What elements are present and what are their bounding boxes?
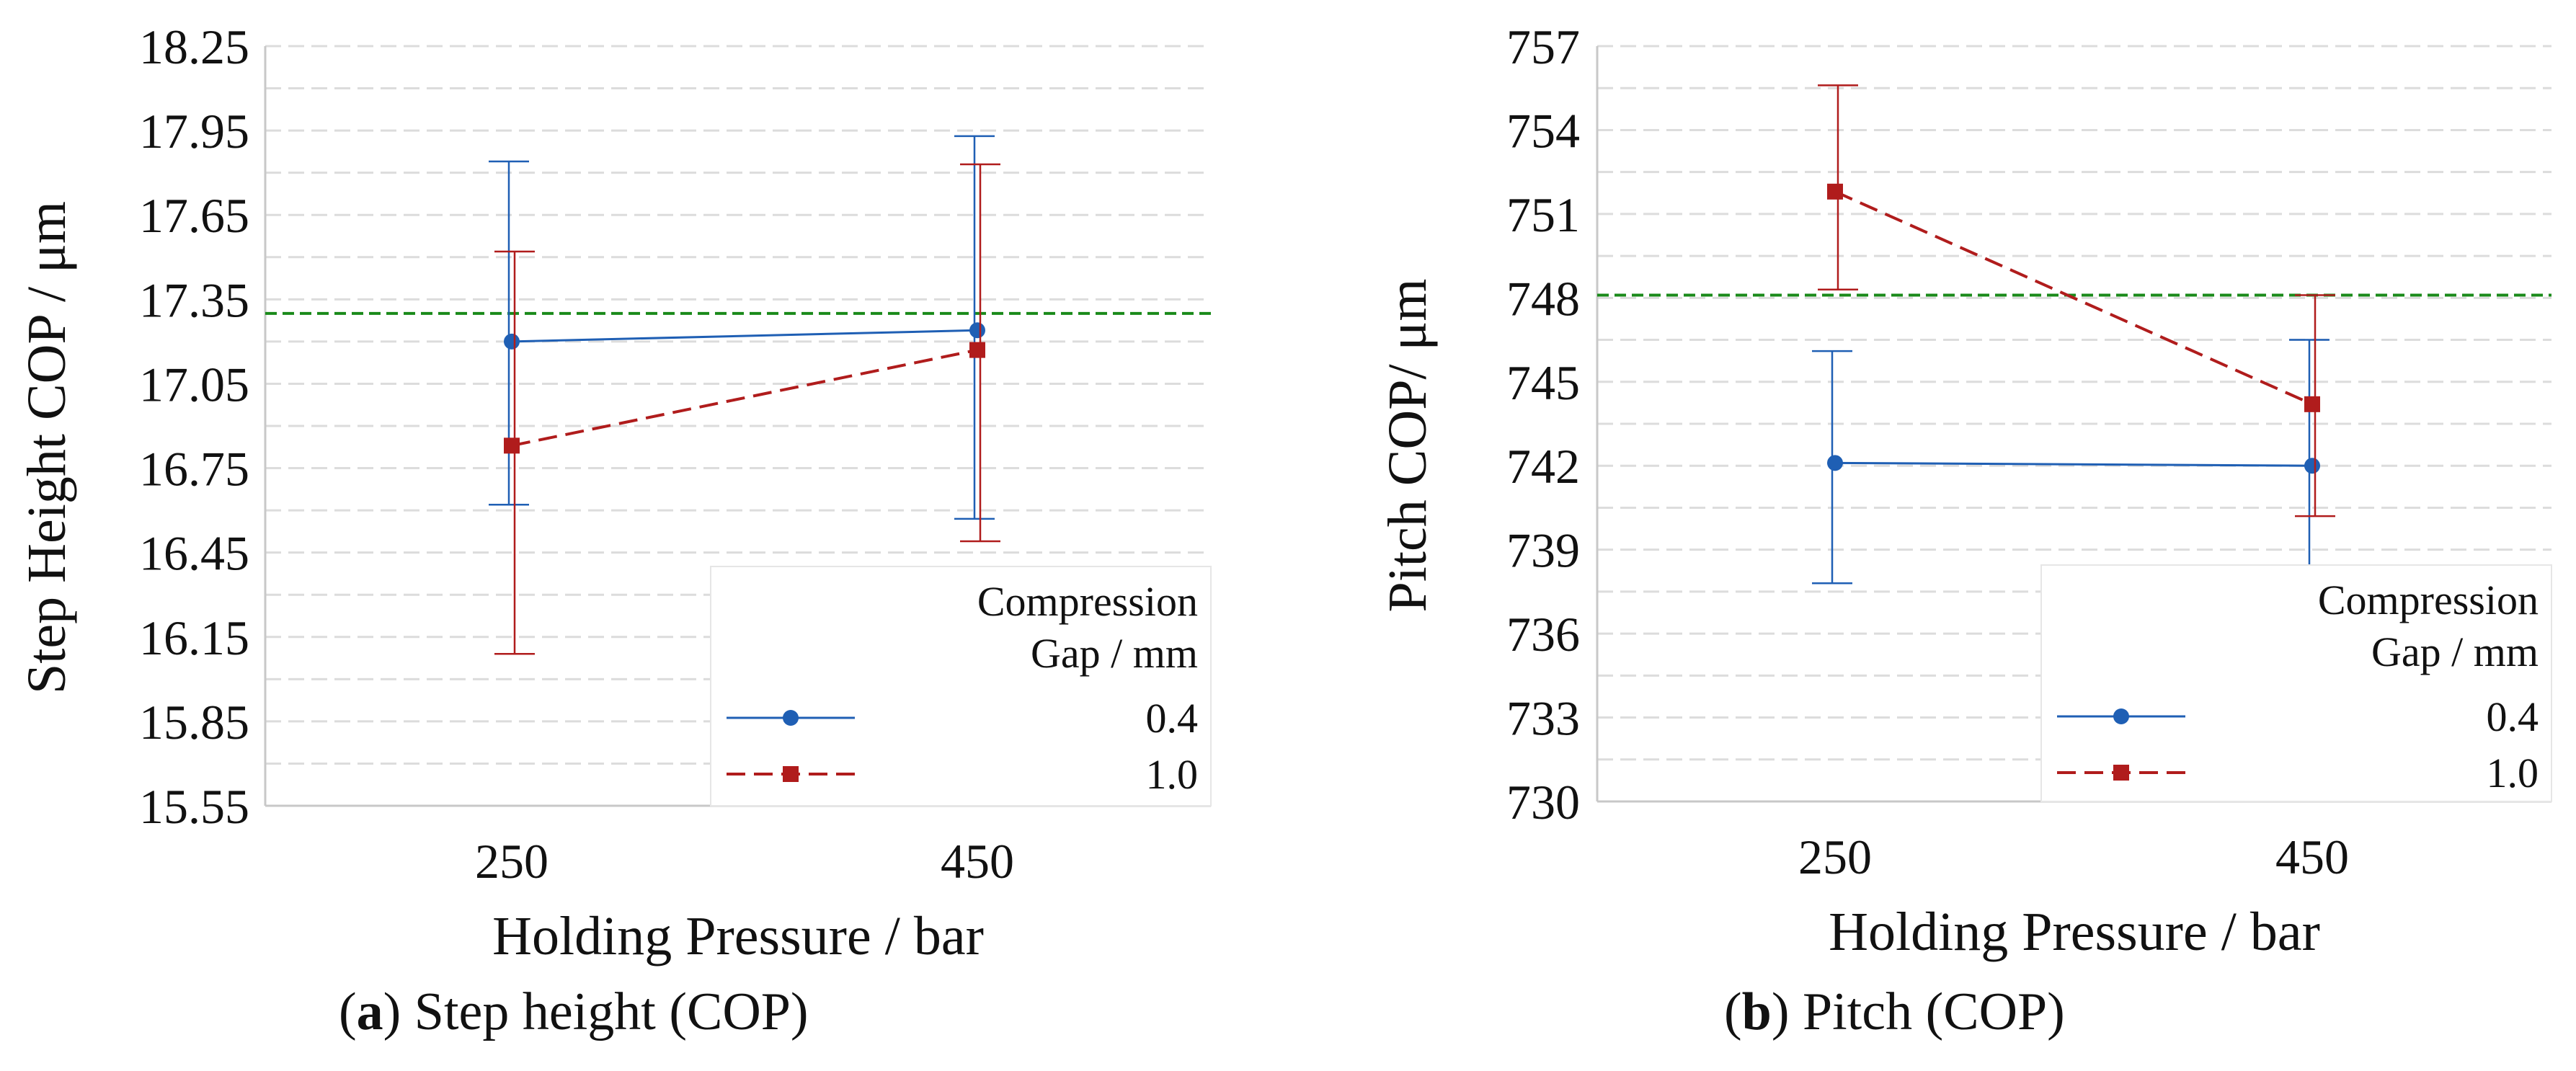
legend-subtitle: Gap / mm xyxy=(2371,628,2539,675)
data-point xyxy=(1827,455,1843,471)
y-tick-label: 17.05 xyxy=(139,357,249,412)
caption: (b) Pitch (COP) xyxy=(1724,982,2065,1041)
legend-box xyxy=(710,566,1212,806)
legend-marker xyxy=(2113,708,2129,724)
legend-title: Compression xyxy=(977,578,1198,625)
legend-marker xyxy=(783,710,799,726)
legend-label: 0.4 xyxy=(2487,693,2539,740)
series-line xyxy=(511,329,978,343)
legend: Compression Gap / mm 0.4 1.0 xyxy=(710,566,1212,806)
y-tick-label: 15.55 xyxy=(139,779,249,834)
legend-label: 0.4 xyxy=(1146,695,1199,742)
y-tick-label: 733 xyxy=(1506,691,1580,746)
series-line xyxy=(511,348,978,448)
y-tick-label: 17.95 xyxy=(139,104,249,159)
y-tick-label: 16.15 xyxy=(139,610,249,665)
y-tick-label: 18.25 xyxy=(139,19,249,74)
legend-label: 1.0 xyxy=(2487,750,2539,796)
caption-letter: a xyxy=(357,982,383,1041)
caption-paren: ( xyxy=(1724,982,1742,1041)
legend-marker xyxy=(783,766,799,782)
caption-letter: b xyxy=(1742,982,1772,1041)
legend: Compression Gap / mm 0.4 1.0 xyxy=(2040,564,2552,802)
series-line xyxy=(1834,190,2313,406)
x-tick-label: 250 xyxy=(475,834,548,889)
x-tick-label: 450 xyxy=(2275,830,2349,884)
chart-panel-b: 730 733 736 739 742 745 748 751 754 757 250 450 Hold… xyxy=(1377,19,2552,1041)
data-point xyxy=(504,437,520,454)
y-tick-label: 757 xyxy=(1506,19,1580,74)
caption: (a) Step height (COP) xyxy=(339,982,809,1041)
caption-text: ) Step height (COP) xyxy=(383,982,809,1041)
series-1.0 xyxy=(1818,84,2335,517)
data-point xyxy=(969,342,985,358)
x-tick-label: 250 xyxy=(1798,830,1872,884)
series-0.4 xyxy=(489,135,995,520)
y-tick-label: 754 xyxy=(1506,103,1580,158)
y-tick-label: 16.45 xyxy=(139,526,249,581)
y-tick-label: 742 xyxy=(1506,439,1580,494)
data-point xyxy=(969,322,985,339)
x-tick-label: 450 xyxy=(941,834,1014,889)
x-axis-title: Holding Pressure / bar xyxy=(492,906,984,966)
y-tick-label: 736 xyxy=(1506,607,1580,662)
y-tick-label: 730 xyxy=(1506,775,1580,830)
series-1.0 xyxy=(494,163,1000,655)
y-tick-label: 751 xyxy=(1506,187,1580,242)
legend-label: 1.0 xyxy=(1146,751,1199,798)
y-tick-label: 748 xyxy=(1506,271,1580,326)
data-point xyxy=(2304,396,2320,412)
chart-panel-a: 15.55 15.85 16.15 16.45 16.75 17.05 17.35 17.65… xyxy=(17,19,1212,1041)
data-point xyxy=(2304,458,2320,474)
y-tick-label: 17.65 xyxy=(139,188,249,243)
legend-title: Compression xyxy=(2318,577,2539,623)
data-point xyxy=(1827,183,1843,200)
series-line xyxy=(1834,461,2313,467)
caption-text: ) Pitch (COP) xyxy=(1772,982,2065,1041)
y-tick-label: 739 xyxy=(1506,523,1580,578)
caption-paren: ( xyxy=(339,982,357,1041)
y-axis-title: Step Height COP / μm xyxy=(17,201,77,694)
y-tick-label: 15.85 xyxy=(139,695,249,750)
y-axis-title: Pitch COP/ μm xyxy=(1377,278,1438,612)
series-0.4 xyxy=(1812,339,2329,593)
data-point xyxy=(504,333,520,350)
legend-marker xyxy=(2113,765,2129,781)
x-axis-title: Holding Pressure / bar xyxy=(1829,902,2320,962)
y-tick-label: 16.75 xyxy=(139,442,249,497)
y-tick-label: 17.35 xyxy=(139,272,249,327)
legend-subtitle: Gap / mm xyxy=(1031,630,1198,677)
legend-box xyxy=(2040,564,2552,802)
y-tick-label: 745 xyxy=(1506,355,1580,410)
